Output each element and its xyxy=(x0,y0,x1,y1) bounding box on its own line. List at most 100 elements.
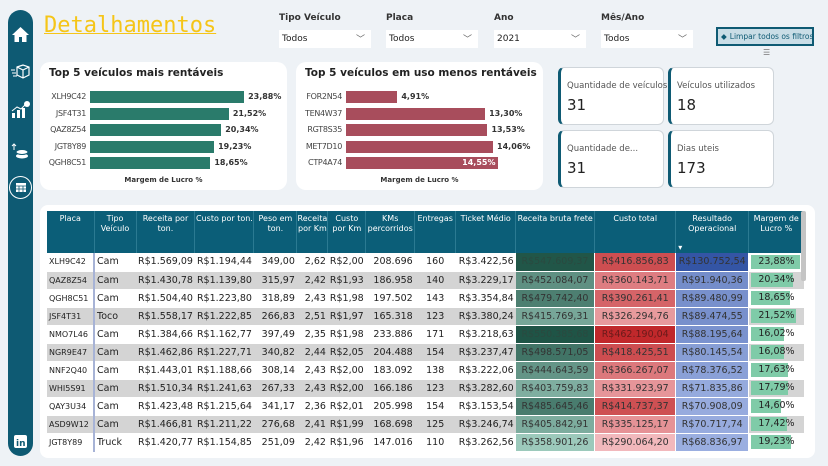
cell: 208.696 xyxy=(365,253,415,272)
bar-category-label: QGH8C51 xyxy=(48,158,87,167)
column-header[interactable]: Receita bruta frete xyxy=(515,211,596,253)
column-header[interactable]: Custo total xyxy=(594,211,677,253)
cell: 341,17 xyxy=(253,397,297,416)
bar[interactable] xyxy=(346,107,486,120)
table-row[interactable]: QAY3U34 Cam R$1.423,48 R$1.215,64 341,17 2,36… xyxy=(47,397,804,416)
bar[interactable] xyxy=(90,91,245,103)
bar-row: TEN4W37 13,30% xyxy=(296,106,543,123)
column-header[interactable]: Tipo Veículo xyxy=(94,211,137,253)
sidebar-nav: in xyxy=(8,10,33,456)
filter-dropdown[interactable]: Todos ﹀ xyxy=(601,30,693,48)
column-header[interactable]: KMs percorridos xyxy=(365,211,416,253)
margin-bar-fill xyxy=(751,273,794,287)
cell: R$1.443,01 xyxy=(136,361,195,380)
filter-dropdown[interactable]: Todos ﹀ xyxy=(279,30,371,48)
cell: R$2,05 xyxy=(327,343,366,362)
cell: R$3.354,84 xyxy=(455,289,516,308)
filter-icon[interactable]: ☰ xyxy=(763,48,771,57)
kpi-label: Veículos utilizados xyxy=(677,81,755,91)
bar-category-label: RGT8S35 xyxy=(307,125,342,134)
margin-bar-fill xyxy=(751,381,788,395)
column-header[interactable]: Peso em ton. xyxy=(253,211,298,253)
filter-dropdown[interactable]: Todos ﹀ xyxy=(386,30,478,48)
kpi-card: Quantidade de... 31 xyxy=(558,130,664,188)
table-scrollbar[interactable] xyxy=(801,211,806,281)
cell: QGH8C51 xyxy=(47,289,95,308)
column-header[interactable]: Ticket Médio xyxy=(455,211,517,253)
table-icon[interactable] xyxy=(9,176,32,199)
growth-chart-icon[interactable] xyxy=(11,100,30,119)
bar[interactable] xyxy=(346,91,398,103)
table-row[interactable]: JGT8Y89 Truck R$1.420,77 R$1.154,85 251,09 2,… xyxy=(47,433,804,452)
bar-value-label: 20,34% xyxy=(225,125,259,134)
column-header[interactable]: Margem de Lucro % xyxy=(748,211,805,253)
table-row[interactable]: QGH8C51 Cam R$1.504,40 R$1.223,80 318,89 2,43… xyxy=(47,289,804,308)
cell: R$2,00 xyxy=(327,253,366,272)
delivery-box-icon[interactable] xyxy=(11,62,30,81)
margin-value: 17,42% xyxy=(758,418,795,429)
bar-row: MET7D10 14,06% xyxy=(296,139,543,156)
bar[interactable] xyxy=(90,124,222,136)
margin-bar: 17,79% xyxy=(751,380,802,396)
margin-bar: 20,34% xyxy=(751,272,802,288)
cell: R$326.294,76 xyxy=(594,307,677,326)
margin-value: 23,88% xyxy=(758,255,795,267)
cell: R$1.462,86 xyxy=(136,343,195,362)
cell: 110 xyxy=(414,433,456,452)
cell: R$78.376,52 xyxy=(675,361,750,380)
bar[interactable] xyxy=(346,140,494,153)
filter-label: Ano xyxy=(494,13,514,23)
margin-bar: 16,08% xyxy=(751,344,802,360)
cell: 17,42% xyxy=(748,415,804,434)
top5-most-profitable-chart: Top 5 veículos mais rentáveis XLH9C42 23,… xyxy=(40,62,287,190)
table-row[interactable]: WHI5S91 Cam R$1.510,34 R$1.241,63 267,33 2,43… xyxy=(47,379,804,398)
cell: Cam xyxy=(94,361,136,380)
chevron-down-icon: ﹀ xyxy=(355,35,365,45)
filter-dropdown[interactable]: 2021 ﹀ xyxy=(494,30,586,48)
table-row[interactable]: JSF4T31 Toco R$1.558,17 R$1.222,85 266,83 2,5… xyxy=(47,307,804,326)
cell: 154 xyxy=(414,343,456,362)
column-header[interactable]: Placa xyxy=(47,211,95,253)
table-row[interactable]: ASD9W12 Cam R$1.466,81 R$1.211,22 276,68 2,41… xyxy=(47,415,804,434)
clear-filters-button[interactable]: ◆ Limpar todos os filtros xyxy=(716,27,814,46)
cell: 123 xyxy=(414,307,456,326)
cell: Toco xyxy=(94,307,136,326)
column-header[interactable]: Receita por ton. xyxy=(136,211,196,253)
cell: 2,41 xyxy=(296,415,328,434)
cell: Cam xyxy=(94,271,136,290)
table-row[interactable]: NNF2Q40 Cam R$1.443,01 R$1.188,66 308,14 2,43… xyxy=(47,361,804,380)
cell: Cam xyxy=(94,415,136,434)
table-row[interactable]: NMO7L46 Cam R$1.384,66 R$1.162,77 397,49 2,35… xyxy=(47,325,804,344)
cell: 2,43 xyxy=(296,289,328,308)
x-axis-label: Margem de Lucro % xyxy=(380,176,459,184)
sort-desc-icon[interactable]: ▾ xyxy=(678,243,683,252)
cell: 267,33 xyxy=(253,379,297,398)
bar-category-label: JGT8Y89 xyxy=(54,141,87,151)
linkedin-icon[interactable]: in xyxy=(11,432,30,451)
bar[interactable] xyxy=(90,140,215,153)
home-icon[interactable] xyxy=(11,25,30,44)
chart-title: Top 5 veículos em uso menos rentáveis xyxy=(305,67,537,79)
margin-bar-fill xyxy=(751,327,785,341)
table-row[interactable]: NGR9E47 Cam R$1.462,86 R$1.227,71 340,82 2,44… xyxy=(47,343,804,362)
filter-3: Mês/Ano Todos ﹀ xyxy=(601,13,693,48)
bar[interactable] xyxy=(346,157,499,169)
column-header[interactable]: Custo por Km xyxy=(327,211,367,253)
bar[interactable] xyxy=(90,107,229,120)
bar[interactable] xyxy=(90,157,211,169)
column-header[interactable]: Receita por Km xyxy=(296,211,329,253)
bar[interactable] xyxy=(346,124,488,136)
column-header[interactable]: Resultado Operacional ▾ xyxy=(675,211,750,253)
cell: R$1,98 xyxy=(327,289,366,308)
cell: R$290.064,20 xyxy=(594,433,677,452)
cell: R$1.504,40 xyxy=(136,289,195,308)
cell: R$3.246,74 xyxy=(455,415,516,434)
money-icon[interactable] xyxy=(11,142,30,161)
column-header[interactable]: Entregas xyxy=(414,211,457,253)
cell: Cam xyxy=(94,253,136,272)
column-header[interactable]: Custo por ton. xyxy=(194,211,255,253)
table-row[interactable]: XLH9C42 Cam R$1.569,09 R$1.194,44 349,00 2,62… xyxy=(47,253,804,272)
cell: R$89.474,55 xyxy=(675,307,750,326)
kpi-card: Veículos utilizados 18 xyxy=(668,67,774,125)
table-row[interactable]: QAZ8Z54 Cam R$1.430,78 R$1.139,80 315,97 2,42… xyxy=(47,271,804,290)
